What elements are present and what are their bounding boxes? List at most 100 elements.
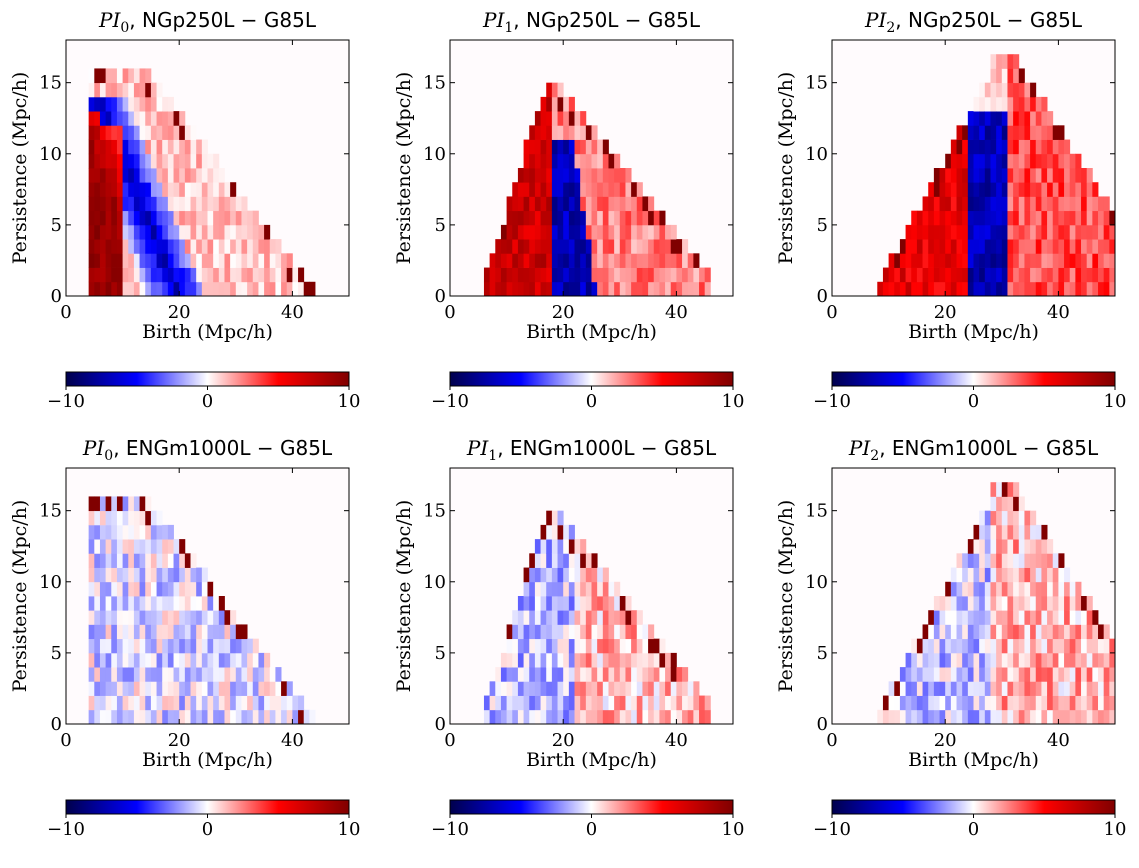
heatmap-cell (196, 253, 203, 268)
heatmap-cell (156, 709, 163, 725)
heatmap-cell (608, 253, 615, 268)
heatmap-cell (1081, 281, 1088, 297)
heatmap-cell (928, 681, 935, 696)
heatmap-cell (517, 695, 524, 711)
heatmap-cell (139, 224, 146, 240)
heatmap-cell (167, 210, 174, 226)
heatmap-cell (88, 681, 95, 696)
heatmap-cell (540, 553, 547, 568)
heatmap-cell (967, 553, 974, 568)
heatmap-cell (990, 567, 997, 583)
heatmap-cell (574, 267, 581, 283)
heatmap-cell (1001, 68, 1008, 84)
heatmap-cell (585, 667, 592, 682)
heatmap-cell (1041, 567, 1048, 583)
heatmap-cell (122, 652, 129, 668)
heatmap-cell (133, 210, 140, 226)
heatmap-cell (967, 596, 974, 611)
heatmap-cell (523, 567, 530, 583)
heatmap-cell (574, 567, 581, 583)
heatmap-cell (591, 281, 598, 297)
heatmap-cell (1001, 153, 1008, 169)
heatmap-cell (173, 652, 180, 668)
heatmap-cell (207, 281, 214, 297)
heatmap-cell (1081, 652, 1088, 668)
heatmap-cell (653, 667, 660, 682)
heatmap-cell (133, 652, 140, 668)
heatmap-cell (1047, 539, 1054, 554)
heatmap-cell (133, 524, 140, 540)
heatmap-cell (996, 111, 1003, 126)
axes-frame (65, 467, 350, 725)
heatmap-cell (1013, 610, 1020, 625)
x-tick-label: 20 (552, 730, 575, 751)
heatmap-cell (962, 125, 969, 140)
heatmap-cell (534, 567, 541, 583)
heatmap-cells (877, 482, 1116, 725)
heatmap-cell (967, 267, 974, 283)
heatmap-cell (1007, 695, 1014, 711)
heatmap-cell (631, 681, 638, 696)
heatmap-cell (699, 281, 706, 297)
heatmap-cell (1081, 210, 1088, 226)
colorbar-tick-label: 10 (722, 819, 745, 840)
y-tick-label: 15 (423, 501, 446, 522)
heatmap-cell (495, 253, 502, 268)
heatmap-cell (676, 681, 683, 696)
heatmap-cell (529, 224, 536, 240)
heatmap-cell (911, 253, 918, 268)
heatmap-cell (1007, 652, 1014, 668)
heatmap-cell (207, 667, 214, 682)
heatmap-cell (162, 168, 169, 183)
heatmap-cell (218, 681, 225, 696)
heatmap-cell (145, 111, 152, 126)
heatmap-cell (167, 539, 174, 554)
heatmap-cell (529, 153, 536, 169)
heatmap-cell (984, 196, 991, 212)
heatmap-cell (625, 196, 632, 212)
heatmap-cell (1052, 581, 1059, 597)
heatmap-cell (1041, 96, 1048, 112)
heatmap-cell (145, 539, 152, 554)
heatmap-cell (574, 553, 581, 568)
heatmap-cell (247, 239, 254, 254)
heatmap-cell (94, 253, 101, 268)
heatmap-cell (962, 224, 969, 240)
heatmap-cell (551, 709, 558, 725)
heatmap-cell (996, 196, 1003, 212)
heatmap-cell (88, 709, 95, 725)
heatmap-cell (979, 111, 986, 126)
heatmap-cell (1052, 153, 1059, 169)
heatmap-cell (585, 168, 592, 183)
heatmap-cell (122, 539, 129, 554)
heatmap-cell (1041, 111, 1048, 126)
heatmap-cell (546, 596, 553, 611)
heatmap-cell (495, 239, 502, 254)
heatmap-cell (133, 624, 140, 640)
heatmap-cell (128, 96, 135, 112)
heatmap-cell (973, 709, 980, 725)
heatmap-cell (563, 667, 570, 682)
heatmap-cell (996, 139, 1003, 155)
heatmap-cell (150, 681, 157, 696)
heatmap-cell (116, 553, 123, 568)
heatmap-cell (568, 196, 575, 212)
heatmap-cell (568, 125, 575, 140)
heatmap-cell (574, 153, 581, 169)
heatmap-cell (990, 681, 997, 696)
heatmap-cell (551, 153, 558, 169)
y-axis-label: Persistence (Mpc/h) (775, 500, 797, 693)
heatmap-cell (546, 610, 553, 625)
heatmap-cell (659, 210, 666, 226)
heatmap-cell (218, 596, 225, 611)
heatmap-cell (218, 196, 225, 212)
heatmap-cell (111, 524, 118, 540)
heatmap-cell (122, 196, 129, 212)
y-axis-label: Persistence (Mpc/h) (775, 72, 797, 265)
heatmap-cell (196, 638, 203, 654)
heatmap-cell (1064, 168, 1071, 183)
heatmap-cell (619, 596, 626, 611)
heatmap-cell (1047, 610, 1054, 625)
heatmap-cell (962, 182, 969, 197)
heatmap-cell (534, 224, 541, 240)
